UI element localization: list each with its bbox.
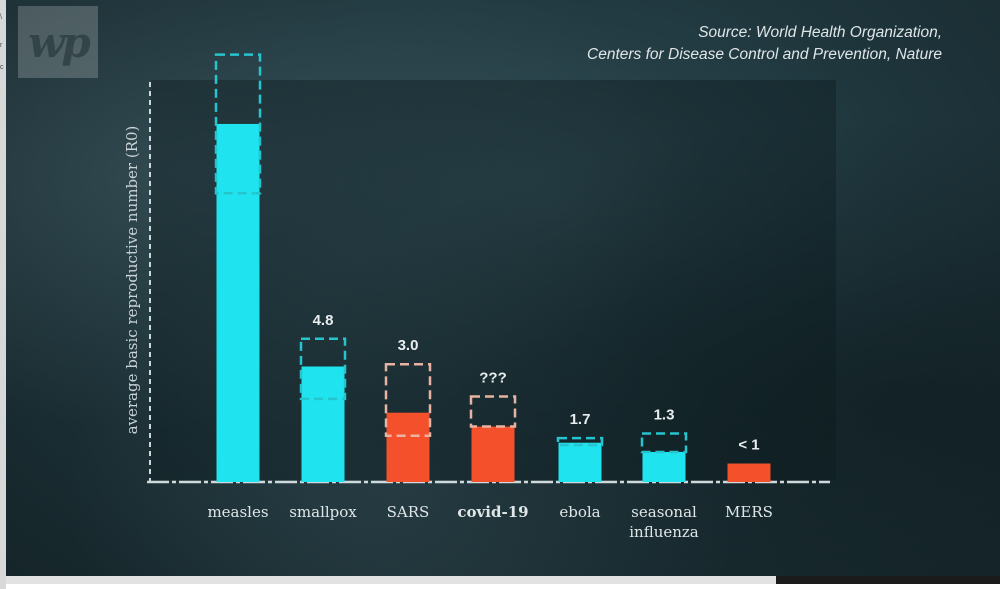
value-label: 4.8 xyxy=(313,312,334,329)
category-label: seasonal xyxy=(631,503,697,521)
value-label: 1.7 xyxy=(570,411,591,428)
bar-sars xyxy=(386,412,430,482)
source-line-2: Centers for Disease Control and Preventi… xyxy=(587,46,942,63)
source-line-1: Source: World Health Organization, xyxy=(698,24,942,41)
chart-panel xyxy=(151,80,836,480)
wp-logo-text: wp xyxy=(28,17,91,67)
value-label: 1.3 xyxy=(654,406,675,423)
category-label: measles xyxy=(207,503,268,521)
left-margin-strip: \ r c xyxy=(0,0,6,589)
bar-covid-19 xyxy=(471,426,515,482)
wp-logo: wp xyxy=(18,6,98,78)
video-progress-fill xyxy=(6,576,777,584)
value-label: 3.0 xyxy=(398,337,419,354)
video-progress-bar[interactable] xyxy=(6,576,1000,584)
margin-glyph: r xyxy=(0,42,3,49)
range-box-ebola xyxy=(556,436,604,447)
category-label: MERS xyxy=(725,503,773,521)
margin-glyph: \ xyxy=(0,14,2,21)
category-label: SARS xyxy=(387,503,430,521)
bar-measles xyxy=(216,123,260,482)
value-label: < 1 xyxy=(738,437,759,454)
category-label: covid-19 xyxy=(457,503,528,521)
bar-smallpox xyxy=(301,366,345,482)
range-box-sars xyxy=(384,362,432,438)
range-box-measles xyxy=(214,53,262,195)
range-box-smallpox xyxy=(299,337,347,401)
bar-mers xyxy=(727,463,771,482)
category-label: ebola xyxy=(559,503,600,521)
margin-glyph: c xyxy=(0,64,4,71)
range-box-seasonal-influenza xyxy=(640,432,688,454)
category-label: influenza xyxy=(629,523,699,541)
source-credit: Source: World Health Organization, Cente… xyxy=(587,22,942,66)
bar-ebola xyxy=(558,442,602,482)
value-label: ??? xyxy=(479,370,507,387)
category-label: smallpox xyxy=(289,503,357,521)
bar-seasonal-influenza xyxy=(642,451,686,482)
range-box-covid-19 xyxy=(469,395,517,428)
